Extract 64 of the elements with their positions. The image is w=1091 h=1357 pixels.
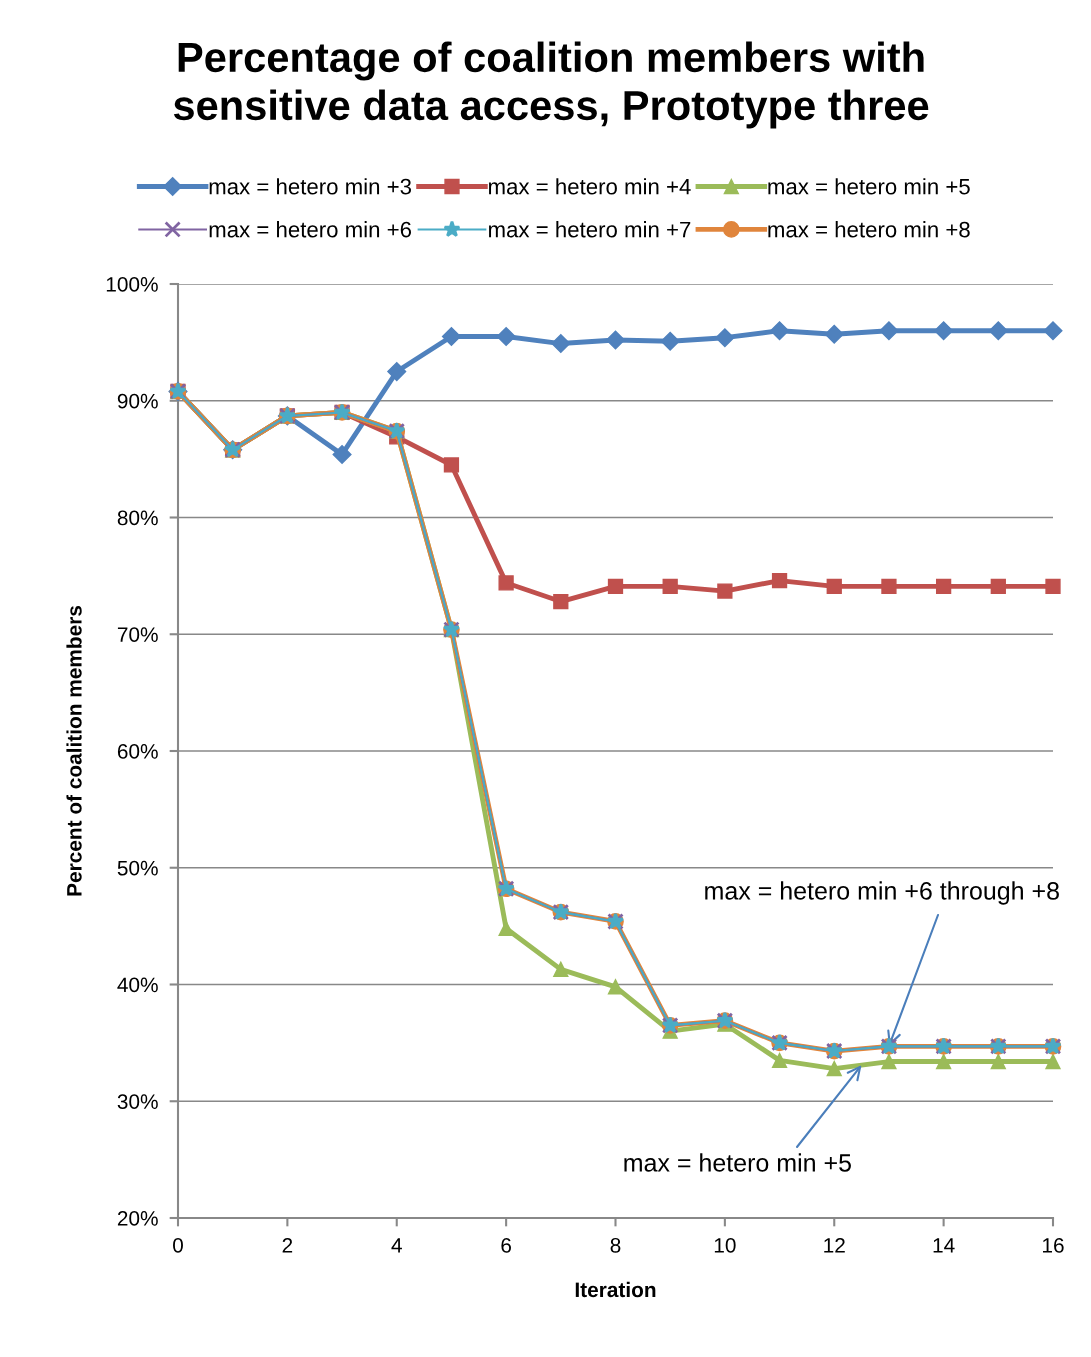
point <box>881 578 897 595</box>
point <box>826 578 842 595</box>
x-tick-label: 10 <box>714 1237 736 1253</box>
point <box>824 324 844 344</box>
x-tick-label: 8 <box>610 1237 621 1253</box>
legend-label: max = hetero min +4 <box>489 178 691 195</box>
point <box>935 1053 952 1070</box>
x-tick-label: 4 <box>391 1238 402 1253</box>
legend-label: max = hetero min +3 <box>209 178 412 195</box>
y-tick-label: 20% <box>117 1211 158 1226</box>
y-tick-label: 50% <box>117 860 158 876</box>
x-tick-label: 2 <box>282 1237 293 1253</box>
point <box>1043 321 1063 341</box>
annotation: max = hetero min +5 <box>624 1153 851 1172</box>
annotation: max = hetero min +6 through +8 <box>705 881 1059 905</box>
point <box>881 1053 897 1070</box>
point <box>1045 1053 1061 1070</box>
point <box>662 578 678 595</box>
legend-label: max = hetero min +5 <box>768 178 970 195</box>
chart-title: Percentage of coalition members with sensitive data access, Prototype three <box>173 41 929 129</box>
point <box>990 578 1006 595</box>
y-tick-label: 70% <box>117 627 158 642</box>
point <box>988 321 1008 341</box>
point <box>607 578 624 595</box>
x-tick-label: 14 <box>933 1238 955 1253</box>
point <box>605 330 626 350</box>
point <box>387 362 407 382</box>
x-tick-label: 6 <box>501 1237 511 1253</box>
x-tick-label: 16 <box>1043 1237 1064 1253</box>
y-axis-title: Percent of coalition members <box>66 605 82 896</box>
point <box>771 1052 788 1069</box>
point <box>441 327 461 347</box>
point <box>826 1060 842 1077</box>
point <box>607 979 624 995</box>
y-tick-label: 60% <box>117 744 158 759</box>
legend-label: max = hetero min +8 <box>768 221 970 238</box>
x-tick-label: 0 <box>173 1237 183 1253</box>
point <box>498 920 514 937</box>
y-tick-label: 100% <box>106 277 158 292</box>
y-tick-label: 40% <box>117 977 158 993</box>
point <box>553 961 569 977</box>
point <box>496 327 516 347</box>
point <box>715 328 735 348</box>
y-tick-label: 90% <box>117 393 158 409</box>
legend-label: max = hetero min +7 <box>489 221 691 238</box>
y-tick-label: 30% <box>117 1094 158 1109</box>
point <box>935 578 952 595</box>
point <box>934 321 954 341</box>
x-tick-label: 12 <box>824 1237 845 1253</box>
point <box>443 457 460 473</box>
point <box>553 593 569 610</box>
point <box>660 331 680 351</box>
point <box>771 572 788 589</box>
point <box>770 321 790 341</box>
x-axis-title: Iteration <box>575 1281 656 1298</box>
legend-label: max = hetero min +6 <box>209 221 412 238</box>
y-tick-label: 80% <box>117 510 158 526</box>
point <box>551 334 571 354</box>
point <box>717 583 733 599</box>
point <box>879 321 899 341</box>
point <box>1045 578 1061 595</box>
point <box>498 575 514 591</box>
point <box>990 1053 1006 1070</box>
point <box>332 444 352 464</box>
